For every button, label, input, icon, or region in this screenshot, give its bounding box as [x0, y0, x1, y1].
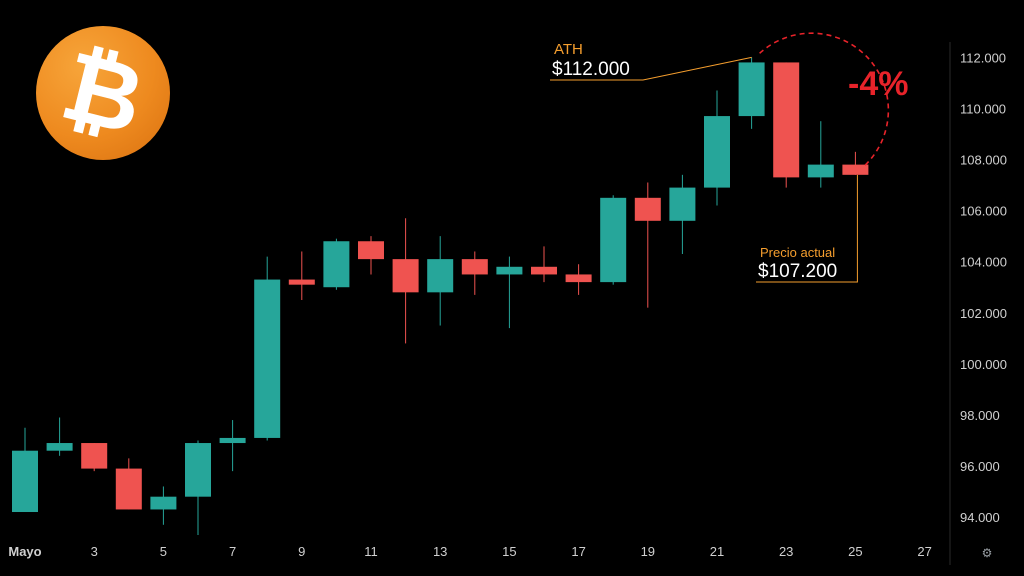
x-tick-label: 5: [160, 544, 167, 559]
candle-body: [565, 274, 592, 283]
ath-value: $112.000: [552, 59, 630, 80]
candle-body: [738, 62, 765, 117]
y-tick-label: 102.000: [960, 306, 1007, 321]
annotations-layer: ATH $112.000 -4% Precio actual $107.200: [550, 32, 908, 283]
candle-body: [185, 443, 211, 497]
candle-body: [669, 187, 696, 221]
candle-body: [358, 241, 384, 260]
candle-body: [427, 259, 454, 293]
y-tick-label: 96.000: [960, 459, 1000, 474]
candle-body: [773, 62, 800, 178]
candle-body: [531, 266, 557, 275]
ath-leader-line: [550, 56, 752, 81]
x-tick-label: 11: [364, 544, 378, 559]
x-axis-labels: Mayo 3 5 7 9 11 13 15 17 19 21 23 25 27: [8, 544, 931, 559]
y-axis-labels: 94.000 96.000 98.000 100.000 102.000 104.000 1…: [960, 50, 1007, 525]
bitcoin-logo-icon: ₿: [36, 26, 170, 160]
candle-body: [12, 450, 38, 513]
y-tick-label: 98.000: [960, 408, 1000, 423]
ath-label: ATH: [554, 41, 583, 58]
x-tick-label: 7: [229, 544, 236, 559]
x-tick-label: 15: [502, 544, 516, 559]
current-price-value: $107.200: [758, 261, 837, 282]
candle-body: [254, 279, 281, 438]
y-tick-label: 94.000: [960, 510, 1000, 525]
drop-arc: [759, 32, 890, 168]
y-tick-label: 110.000: [960, 101, 1006, 116]
candle-body: [461, 259, 488, 275]
x-tick-label: 23: [779, 544, 793, 559]
candle-body: [219, 437, 246, 444]
x-tick-label: 19: [641, 544, 655, 559]
candle-body: [323, 241, 350, 288]
y-tick-label: 108.000: [960, 153, 1007, 168]
y-tick-label: 106.000: [960, 204, 1007, 219]
y-tick-label: 104.000: [960, 255, 1007, 270]
candle-body: [496, 266, 523, 275]
settings-icon[interactable]: ⚙: [981, 546, 993, 560]
candle-body: [150, 496, 177, 510]
y-tick-label: 112.000: [960, 50, 1006, 65]
y-tick-label: 100.000: [960, 357, 1007, 372]
candle-body: [81, 443, 108, 469]
candle-body: [600, 197, 627, 283]
x-tick-label: 21: [710, 544, 724, 559]
current-price-label: Precio actual: [760, 245, 835, 260]
candle-body: [115, 468, 142, 510]
x-tick-label: Mayo: [8, 544, 41, 559]
candle-body: [842, 164, 869, 175]
x-tick-label: 27: [917, 544, 931, 559]
x-tick-label: 3: [91, 544, 98, 559]
current-price-leader-line: [756, 174, 858, 283]
x-tick-label: 17: [571, 544, 585, 559]
x-tick-label: 25: [848, 544, 862, 559]
candle-body: [392, 259, 419, 293]
candle-body: [807, 164, 834, 178]
x-tick-label: 9: [298, 544, 305, 559]
candle-body: [704, 116, 730, 188]
candles-layer: [12, 57, 869, 535]
change-percentage: -4%: [848, 65, 908, 103]
candle-body: [634, 197, 661, 221]
candle-body: [46, 443, 73, 451]
candle-body: [288, 279, 315, 285]
x-tick-label: 13: [433, 544, 447, 559]
